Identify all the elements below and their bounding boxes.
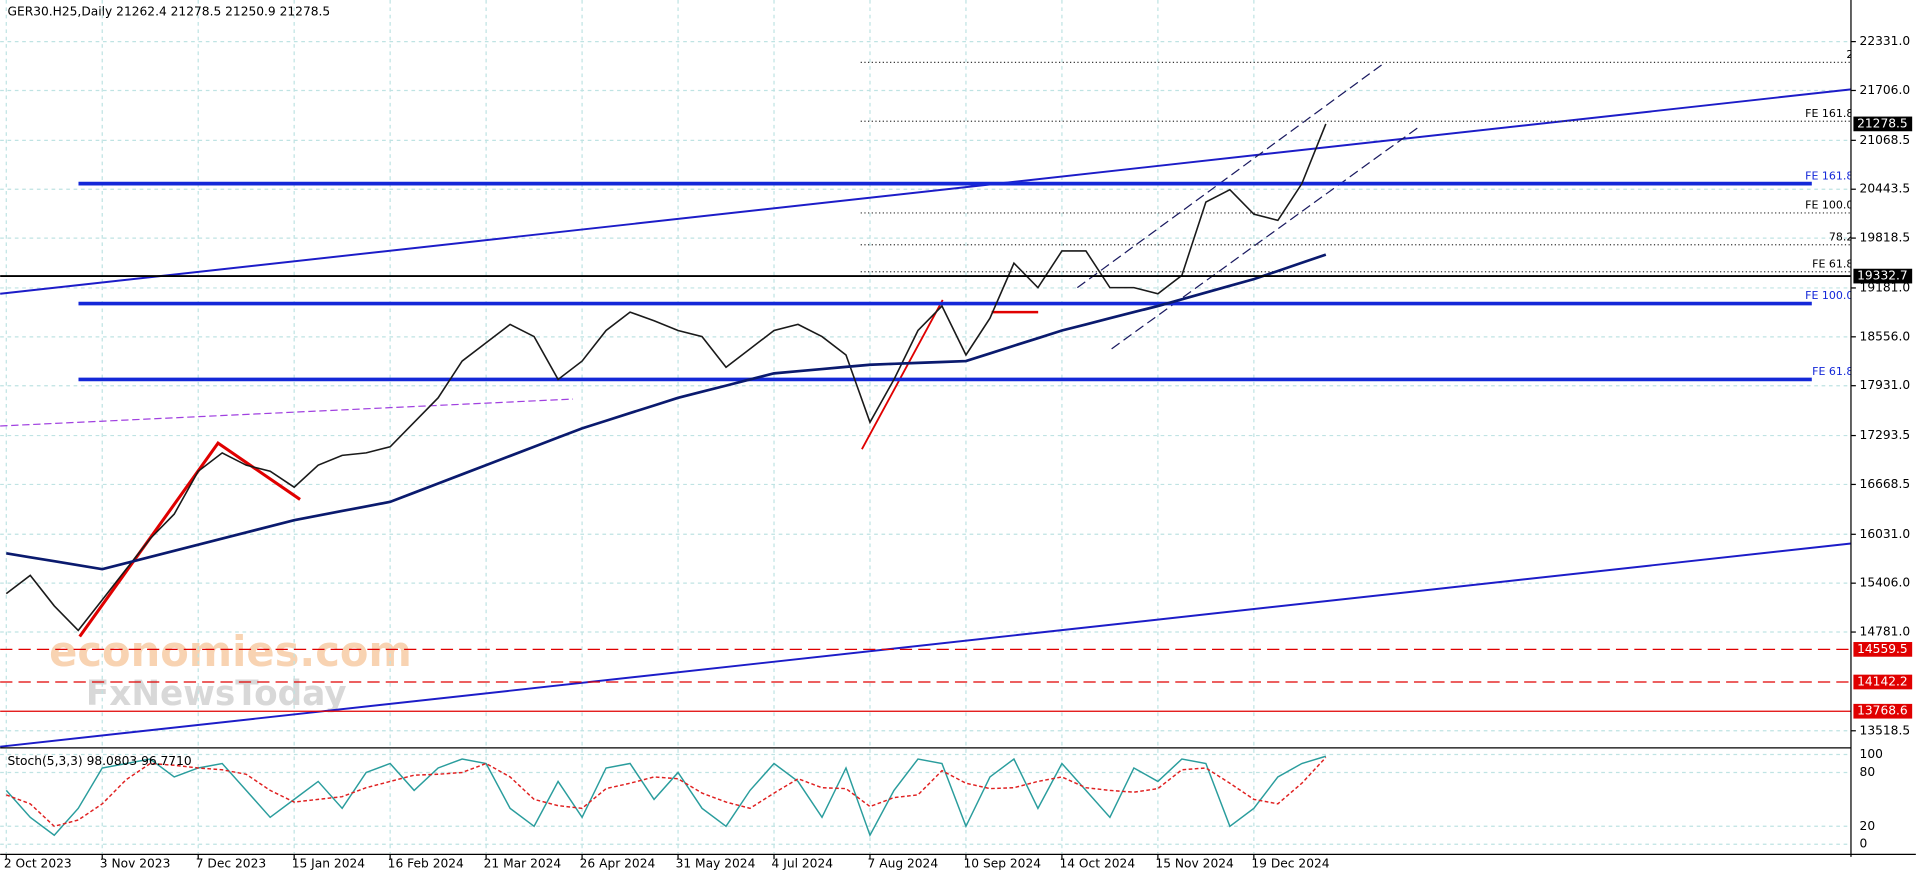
plot: 2 FE 161.8 FE 161.8 FE 100.0 78.2 FE 61.8 FE 1… (0, 48, 1854, 838)
zigzag (861, 299, 944, 450)
x-tick-label: 7 Dec 2023 (196, 857, 266, 871)
x-tick-label: 31 May 2024 (676, 857, 756, 871)
y-tick-label: 21068.5 (1860, 133, 1911, 147)
price-line (5, 123, 1327, 632)
trend-line (0, 88, 1852, 295)
y-tick-label: 100 (1860, 747, 1883, 761)
y-tick-label: 15406.0 (1860, 576, 1911, 590)
stoch-label: Stoch(5,3,3) 98.0803 96.7710 (7, 754, 191, 768)
price-tag-label: 21278.5 (1857, 116, 1908, 130)
x-tick-label: 4 Jul 2024 (772, 857, 834, 871)
y-tick-label: 17931.0 (1860, 378, 1911, 392)
level-label: FE 61.8 (1812, 257, 1853, 270)
level-label: FE 100.0 (1805, 199, 1853, 212)
channel-line (1111, 125, 1421, 350)
level-label: FE 161.8 (1805, 169, 1853, 182)
x-tick-label: 3 Nov 2023 (100, 857, 171, 871)
axis: 13518.5 14781.0 15406.0 16031.0 16668.5 17293… (4, 34, 1913, 871)
price-tag-label: 13768.6 (1857, 704, 1908, 718)
level-label: FE 100.0 (1805, 289, 1853, 302)
zigzag (78, 441, 301, 638)
x-tick-label: 26 Apr 2024 (580, 857, 656, 871)
y-tick-label: 20 (1860, 819, 1876, 833)
trend-line (0, 542, 1852, 748)
price-tag (1853, 674, 1913, 690)
price-tag-label: 19332.7 (1857, 269, 1908, 283)
price-tag-label: 14142.2 (1857, 675, 1908, 689)
x-tick-label: 7 Aug 2024 (868, 857, 939, 871)
y-tick-label: 14781.0 (1860, 625, 1911, 639)
x-tick-label: 15 Jan 2024 (292, 857, 366, 871)
price-tag-label: 14559.5 (1857, 642, 1908, 656)
x-tick-label: 21 Mar 2024 (484, 857, 562, 871)
price-tag (1853, 116, 1913, 132)
y-tick-label: 0 (1860, 837, 1868, 851)
price-tag (1853, 642, 1913, 657)
x-tick-label: 19 Dec 2024 (1251, 857, 1329, 871)
level-label: 2 (1846, 48, 1853, 61)
x-tick-label: 14 Oct 2024 (1059, 857, 1135, 871)
y-tick-label: 20443.5 (1860, 182, 1911, 196)
y-tick-label: 19181.0 (1860, 280, 1911, 294)
y-tick-label: 22331.0 (1860, 34, 1911, 48)
level-label: FE 61.8 (1812, 365, 1853, 378)
trend-line (0, 398, 574, 427)
y-tick-label: 18556.0 (1860, 329, 1911, 343)
x-tick-label: 2 Oct 2023 (4, 857, 72, 871)
y-tick-label: 16031.0 (1860, 527, 1911, 541)
grid (0, 0, 1851, 854)
y-tick-label: 17293.5 (1860, 428, 1911, 442)
price-tag (1853, 268, 1913, 284)
x-tick-label: 16 Feb 2024 (388, 857, 464, 871)
x-tick-label: 10 Sep 2024 (964, 857, 1042, 871)
y-tick-label: 16668.5 (1860, 477, 1911, 491)
moving-average (6, 253, 1327, 571)
channel-line (1076, 63, 1384, 289)
level-label: 78.2 (1829, 230, 1854, 243)
stoch-main (5, 755, 1327, 838)
y-tick-label: 19818.5 (1860, 231, 1911, 245)
axis-bg (1850, 0, 1916, 874)
chart-title: GER30.H25,Daily 21262.4 21278.5 21250.9 … (7, 5, 330, 19)
y-tick-label: 80 (1860, 765, 1876, 779)
price-tag (1853, 703, 1913, 719)
watermark: FxNewsToday (86, 674, 347, 714)
stoch-signal (6, 756, 1327, 828)
watermark: economies.com (49, 627, 412, 676)
y-tick-label: 13518.5 (1860, 723, 1911, 737)
y-tick-label: 21706.0 (1860, 83, 1911, 97)
level-label: FE 161.8 (1805, 107, 1853, 120)
x-tick-label: 15 Nov 2024 (1155, 857, 1234, 871)
